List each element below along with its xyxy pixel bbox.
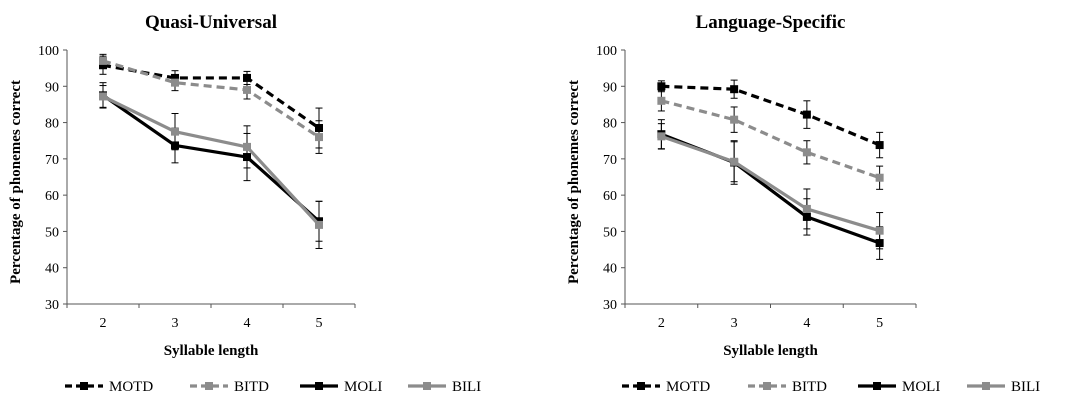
chart-title: Quasi-Universal: [145, 12, 277, 33]
legend-marker-motd: [80, 382, 88, 390]
y-axis-label: Percentage of phonemes correct: [566, 80, 582, 284]
x-tick-label: 2: [658, 316, 665, 331]
y-tick-label: 90: [603, 80, 617, 95]
y-tick-label: 60: [45, 189, 59, 204]
data-point-bitd: [730, 115, 739, 124]
data-point-bili: [802, 204, 811, 213]
legend-label-bili: BILI: [452, 379, 481, 395]
series-line-moli: [102, 94, 321, 223]
y-tick-label: 40: [45, 262, 59, 277]
y-tick-label: 80: [45, 117, 59, 132]
legend-marker-motd: [637, 382, 645, 390]
y-tick-label: 90: [45, 80, 59, 95]
legend-label-bitd: BITD: [234, 379, 269, 395]
legend-label-bitd: BITD: [792, 379, 827, 395]
legend-marker-moli: [873, 382, 881, 390]
data-point-motd: [802, 110, 811, 119]
data-point-bili: [315, 220, 323, 229]
data-point-bitd: [99, 56, 107, 65]
x-tick-label: 4: [244, 316, 251, 331]
legend-marker-bitd: [763, 382, 771, 390]
data-point-bili: [875, 226, 884, 235]
series-line-motd: [661, 84, 881, 147]
x-tick-label: 5: [316, 316, 323, 331]
y-tick-label: 50: [45, 225, 59, 240]
legend-label-moli: MOLI: [902, 379, 940, 395]
legend-marker-bili: [423, 382, 431, 390]
data-point-bili: [171, 127, 179, 136]
data-point-bitd: [315, 133, 323, 142]
legend-marker-bitd: [205, 382, 213, 390]
series-line-motd: [102, 63, 320, 130]
legend-label-bili: BILI: [1011, 379, 1040, 395]
data-point-motd: [657, 82, 666, 91]
data-point-bitd: [243, 85, 251, 94]
data-point-bitd: [802, 148, 811, 157]
data-point-bitd: [875, 173, 884, 182]
series-line-bitd: [102, 59, 320, 139]
series-line-bili: [660, 134, 881, 233]
y-tick-label: 60: [603, 189, 617, 204]
x-axis-label: Syllable length: [164, 343, 259, 359]
data-point-bili: [243, 142, 251, 151]
data-point-motd: [730, 85, 739, 94]
x-tick-label: 4: [803, 316, 810, 331]
y-tick-label: 70: [45, 153, 59, 168]
series-line-moli: [660, 132, 881, 245]
data-point-bili: [730, 157, 739, 166]
x-tick-label: 3: [731, 316, 738, 331]
y-tick-label: 70: [603, 153, 617, 168]
y-tick-label: 100: [38, 44, 59, 59]
y-tick-label: 30: [45, 298, 59, 313]
y-tick-label: 100: [596, 44, 617, 59]
data-point-motd: [243, 73, 251, 82]
x-axis-label: Syllable length: [723, 343, 818, 359]
legend-label-motd: MOTD: [666, 379, 710, 395]
legend-label-moli: MOLI: [344, 379, 382, 395]
y-tick-label: 40: [603, 262, 617, 277]
data-point-motd: [875, 141, 884, 150]
legend-marker-bili: [982, 382, 990, 390]
chart-title: Language-Specific: [696, 12, 846, 33]
y-axis-label: Percentage of phonemes correct: [8, 80, 24, 284]
x-tick-label: 2: [100, 316, 107, 331]
data-point-bitd: [657, 96, 666, 105]
legend-marker-moli: [315, 382, 323, 390]
x-tick-label: 5: [876, 316, 883, 331]
y-tick-label: 30: [603, 298, 617, 313]
y-tick-label: 80: [603, 117, 617, 132]
x-tick-label: 3: [172, 316, 179, 331]
series-line-bitd: [660, 99, 881, 180]
data-point-bili: [657, 132, 666, 141]
series-line-bili: [102, 95, 321, 226]
legend-label-motd: MOTD: [109, 379, 153, 395]
y-tick-label: 50: [603, 225, 617, 240]
data-point-bili: [99, 92, 107, 101]
data-point-bitd: [171, 78, 179, 87]
